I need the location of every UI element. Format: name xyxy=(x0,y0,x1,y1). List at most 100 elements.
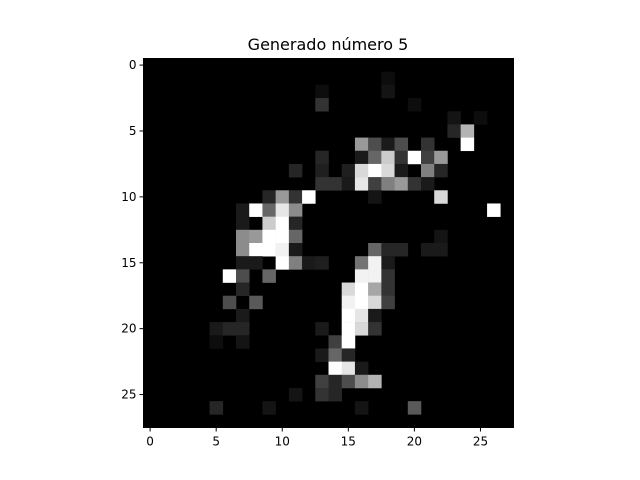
heatmap-cell xyxy=(315,322,329,336)
heatmap-cell xyxy=(407,401,422,415)
heatmap-cell xyxy=(354,401,369,415)
heatmap-cell xyxy=(288,216,303,231)
heatmap-cell xyxy=(315,387,329,402)
heatmap-cell xyxy=(368,137,382,152)
heatmap-cell xyxy=(381,177,395,191)
heatmap-cell xyxy=(368,190,382,204)
heatmap-cell xyxy=(262,401,276,415)
heatmap-cell xyxy=(315,256,329,270)
y-tick-label: 10 xyxy=(121,190,136,204)
heatmap-cell xyxy=(341,177,356,191)
heatmap-cell xyxy=(394,177,409,191)
heatmap-cell xyxy=(460,124,475,138)
heatmap-cell xyxy=(328,387,343,402)
heatmap-cell xyxy=(368,282,382,297)
heatmap-cell xyxy=(288,387,303,402)
plot-frame xyxy=(143,58,514,428)
heatmap-cell xyxy=(275,256,290,270)
heatmap-cell xyxy=(315,374,329,389)
heatmap-cell xyxy=(236,229,250,244)
heatmap-cell xyxy=(275,243,290,257)
heatmap-cell xyxy=(328,177,343,191)
heatmap-cell xyxy=(236,269,250,283)
heatmap-cell xyxy=(236,216,250,231)
heatmap-cell xyxy=(288,256,303,270)
heatmap-cell xyxy=(209,322,224,336)
heatmap-cell xyxy=(302,190,316,204)
heatmap-cell xyxy=(288,243,303,257)
heatmap-cell xyxy=(236,308,250,323)
heatmap-cell xyxy=(262,229,276,244)
heatmap-cell xyxy=(315,163,329,178)
heatmap-cell xyxy=(381,163,395,178)
heatmap-cell xyxy=(302,256,316,270)
chart-title: Generado número 5 xyxy=(248,35,409,54)
heatmap-cell xyxy=(315,84,329,99)
x-tick-label: 25 xyxy=(473,435,488,449)
heatmap-cell xyxy=(394,243,409,257)
heatmap-cell xyxy=(249,243,263,257)
x-tick-label: 0 xyxy=(146,435,154,449)
heatmap-cell xyxy=(368,374,382,389)
heatmap-cell xyxy=(236,335,250,349)
heatmap-cell xyxy=(341,163,356,178)
heatmap-cell xyxy=(394,150,409,165)
heatmap-cell xyxy=(315,98,329,112)
heatmap-cell xyxy=(354,282,369,297)
heatmap-cell xyxy=(354,256,369,270)
heatmap-cell xyxy=(434,190,448,204)
heatmap-cell xyxy=(288,203,303,217)
heatmap-cell xyxy=(434,229,448,244)
heatmap-cell xyxy=(381,150,395,165)
heatmap-cell xyxy=(354,308,369,323)
heatmap-cell xyxy=(341,295,356,310)
heatmap-cell xyxy=(368,150,382,165)
heatmap-cell xyxy=(381,84,395,99)
heatmap-cell xyxy=(288,163,303,178)
heatmap-cell xyxy=(473,111,488,125)
heatmap-cell xyxy=(236,322,250,336)
heatmap-cell xyxy=(421,177,435,191)
heatmap-cell xyxy=(288,190,303,204)
heatmap-cell xyxy=(381,137,395,152)
heatmap-cell xyxy=(249,203,263,217)
y-tick-label: 25 xyxy=(121,388,136,402)
heatmap-cell xyxy=(421,150,435,165)
heatmap-cell xyxy=(354,322,369,336)
heatmap-cell xyxy=(354,361,369,376)
heatmap-cell xyxy=(236,203,250,217)
x-axis: 0 5 10 15 20 25 xyxy=(146,427,488,449)
heatmap-cell xyxy=(249,229,263,244)
heatmap-cell xyxy=(222,295,237,310)
heatmap-cell xyxy=(315,348,329,362)
heatmap-cell xyxy=(275,203,290,217)
heatmap-cell xyxy=(341,348,356,362)
heatmap-cell xyxy=(354,295,369,310)
heatmap-cell xyxy=(341,308,356,323)
heatmap-cell xyxy=(236,282,250,297)
heatmap-cell xyxy=(394,163,409,178)
heatmap-cell xyxy=(354,150,369,165)
heatmap-cell xyxy=(262,269,276,283)
heatmap-cell xyxy=(368,322,382,336)
heatmap-cell xyxy=(354,137,369,152)
heatmap-cell xyxy=(368,177,382,191)
heatmap-cell xyxy=(354,269,369,283)
heatmap-cell xyxy=(262,203,276,217)
heatmap-cell xyxy=(434,243,448,257)
heatmap-cell xyxy=(249,256,263,270)
heatmap-cell xyxy=(407,177,422,191)
y-tick-label: 15 xyxy=(121,256,136,270)
heatmap-cell xyxy=(275,229,290,244)
heatmap-cell xyxy=(262,190,276,204)
heatmap-cell xyxy=(460,137,475,152)
heatmap-cell xyxy=(328,361,343,376)
heatmap-cell xyxy=(368,269,382,283)
heatmap-cell xyxy=(447,111,461,125)
heatmap-cell xyxy=(421,137,435,152)
x-tick-label: 15 xyxy=(341,435,356,449)
heatmap-cell xyxy=(354,177,369,191)
heatmap-cell xyxy=(209,401,224,415)
heatmap-cell xyxy=(249,295,263,310)
